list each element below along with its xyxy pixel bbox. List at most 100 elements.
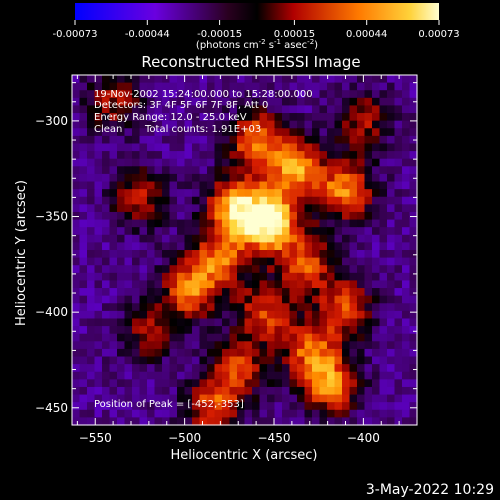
heatmap-cell	[312, 196, 321, 205]
heatmap-cell	[244, 189, 253, 198]
heatmap-cell	[304, 257, 313, 266]
heatmap-cell	[259, 402, 268, 411]
heatmap-cell	[94, 310, 103, 320]
heatmap-cell	[282, 257, 291, 266]
heatmap-cell	[79, 250, 88, 259]
heatmap-cell	[87, 310, 96, 320]
heatmap-cell	[252, 196, 261, 205]
heatmap-cell	[214, 75, 223, 84]
heatmap-cell	[357, 128, 366, 137]
heatmap-cell	[312, 318, 321, 327]
heatmap-cell	[304, 166, 313, 175]
heatmap-cell	[124, 257, 133, 266]
heatmap-cell	[319, 234, 328, 243]
heatmap-cell	[312, 128, 321, 137]
heatmap-cell	[132, 75, 141, 84]
heatmap-cell	[289, 250, 298, 259]
heatmap-cell	[162, 196, 171, 205]
heatmap-cell	[327, 242, 336, 251]
heatmap-cell	[87, 181, 96, 190]
heatmap-cell	[237, 295, 246, 304]
heatmap-cell	[327, 371, 336, 380]
heatmap-cell	[147, 75, 156, 84]
heatmap-cell	[154, 348, 163, 358]
heatmap-cell	[162, 128, 171, 137]
heatmap-cell	[394, 113, 403, 122]
heatmap-cell	[102, 326, 111, 335]
heatmap-cell	[177, 128, 186, 137]
heatmap-cell	[327, 265, 336, 274]
heatmap-cell	[192, 280, 201, 289]
heatmap-cell	[214, 371, 223, 380]
heatmap-cell	[372, 288, 381, 297]
heatmap-image	[72, 75, 418, 426]
heatmap-cell	[357, 242, 366, 251]
heatmap-cell	[297, 82, 306, 91]
heatmap-cell	[199, 151, 208, 160]
heatmap-cell	[117, 333, 126, 342]
heatmap-cell	[162, 75, 171, 84]
heatmap-cell	[282, 417, 291, 426]
heatmap-cell	[312, 409, 321, 418]
heatmap-cell	[402, 402, 411, 411]
heatmap-cell	[94, 379, 103, 388]
heatmap-cell	[267, 219, 276, 228]
heatmap-cell	[229, 417, 238, 426]
heatmap-cell	[72, 364, 81, 373]
heatmap-cell	[267, 288, 276, 297]
heatmap-cell	[379, 250, 388, 259]
heatmap-cell	[169, 341, 178, 350]
heatmap-cell	[147, 219, 156, 228]
heatmap-cell	[102, 97, 111, 107]
heatmap-cell	[94, 265, 103, 274]
heatmap-cell	[394, 318, 403, 327]
heatmap-cell	[409, 128, 418, 137]
heatmap-cell	[199, 82, 208, 91]
heatmap-cell	[402, 303, 411, 312]
heatmap-cell	[349, 173, 358, 183]
heatmap-cell	[267, 409, 276, 418]
heatmap-cell	[364, 196, 373, 205]
heatmap-cell	[162, 242, 171, 251]
heatmap-cell	[207, 341, 216, 350]
heatmap-cell	[214, 204, 223, 213]
heatmap-cell	[274, 97, 283, 107]
heatmap-cell	[274, 143, 283, 152]
heatmap-cell	[349, 135, 358, 145]
heatmap-cell	[199, 356, 208, 365]
heatmap-cell	[312, 295, 321, 304]
heatmap-cell	[72, 417, 81, 426]
heatmap-cell	[304, 113, 313, 122]
heatmap-cell	[267, 272, 276, 282]
heatmap-cell	[274, 227, 283, 236]
heatmap-cell	[102, 288, 111, 297]
heatmap-cell	[297, 371, 306, 380]
heatmap-cell	[132, 120, 141, 129]
heatmap-cell	[87, 97, 96, 107]
heatmap-cell	[94, 326, 103, 335]
heatmap-cell	[357, 386, 366, 396]
heatmap-cell	[94, 75, 103, 84]
heatmap-cell	[402, 379, 411, 388]
heatmap-cell	[169, 151, 178, 160]
heatmap-cell	[304, 189, 313, 198]
chart-title: Reconstructed RHESSI Image	[141, 53, 360, 71]
heatmap-cell	[394, 379, 403, 388]
heatmap-cell	[154, 242, 163, 251]
heatmap-cell	[229, 348, 238, 358]
heatmap-cell	[147, 310, 156, 320]
heatmap-cell	[147, 120, 156, 129]
heatmap-cell	[244, 204, 253, 213]
heatmap-cell	[229, 341, 238, 350]
heatmap-cell	[267, 280, 276, 289]
heatmap-cell	[207, 310, 216, 320]
heatmap-cell	[244, 394, 253, 403]
heatmap-cell	[402, 242, 411, 251]
heatmap-cell	[192, 242, 201, 251]
heatmap-cell	[214, 211, 223, 221]
heatmap-cell	[304, 310, 313, 320]
heatmap-cell	[192, 227, 201, 236]
heatmap-cell	[244, 310, 253, 320]
heatmap-cell	[72, 288, 81, 297]
heatmap-cell	[379, 113, 388, 122]
